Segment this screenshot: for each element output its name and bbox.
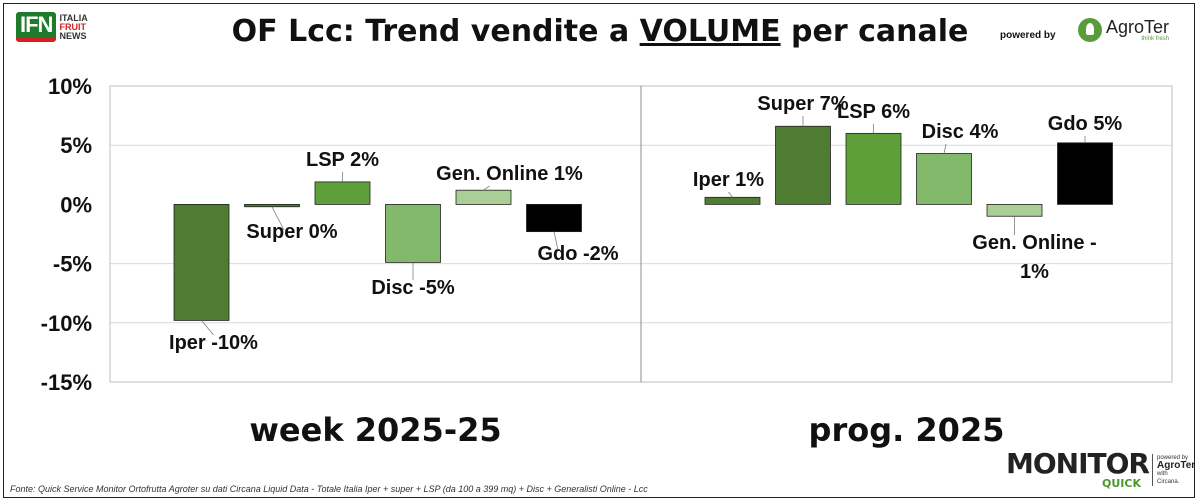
- chart-frame: [3, 3, 1195, 498]
- leader-line: [271, 206, 285, 231]
- data-label: Iper 1%: [693, 169, 764, 191]
- data-label: Iper -10%: [169, 332, 258, 354]
- group-label: week 2025-25: [249, 411, 501, 449]
- y-tick-label: -10%: [41, 311, 92, 336]
- bar: [244, 203, 300, 208]
- group-label: prog. 2025: [809, 411, 1005, 449]
- y-tick-label: 10%: [48, 74, 92, 99]
- y-tick-label: 0%: [60, 192, 92, 217]
- ifn-logo-mark: IFN: [16, 12, 57, 42]
- ifn-tagline-line: FRUIT: [59, 21, 86, 32]
- ifn-tagline-line: ITALIA: [59, 12, 88, 23]
- ifn-tagline-line: NEWS: [59, 30, 87, 41]
- data-label: 1%: [1020, 261, 1049, 283]
- data-label: Gdo -2%: [537, 243, 618, 265]
- chart-title-pre: OF Lcc: Trend vendite a: [231, 14, 640, 49]
- source-footnote: Fonte: Quick Service Monitor Ortofrutta …: [10, 484, 648, 494]
- leader-line: [728, 191, 733, 198]
- agroter-logo: AgroTer think fresh: [1078, 18, 1169, 42]
- bar: [845, 132, 902, 205]
- footer-powered-by: powered by AgroTer with Circana.: [1152, 454, 1195, 486]
- powered-by-label: powered by: [1000, 30, 1056, 41]
- bar: [704, 196, 761, 205]
- y-tick-label: -5%: [53, 252, 92, 277]
- bar: [775, 125, 831, 205]
- data-label: Disc 4%: [922, 121, 999, 143]
- leader-line: [943, 143, 947, 154]
- footer-agroter: AgroTer: [1157, 460, 1196, 471]
- data-label: Gdo 5%: [1048, 113, 1123, 135]
- bar: [986, 203, 1043, 217]
- ifn-tagline: ITALIA FRUIT NEWS: [59, 12, 88, 41]
- data-label: Disc -5%: [371, 277, 455, 299]
- bar: [314, 181, 371, 205]
- data-label: Super 7%: [757, 93, 848, 115]
- bar: [173, 203, 230, 321]
- bar: [526, 203, 582, 233]
- bar: [455, 189, 512, 205]
- leader-line: [553, 231, 559, 251]
- agroter-name: AgroTer: [1106, 17, 1170, 37]
- chart-title-post: per canale: [780, 14, 969, 49]
- monitor-wordmark: MONITOR: [1006, 447, 1150, 480]
- footer-powered-label: powered by: [1157, 455, 1189, 461]
- bar: [1057, 142, 1113, 205]
- data-label: LSP 6%: [837, 101, 910, 123]
- data-label: Gen. Online 1%: [436, 163, 583, 185]
- bar: [385, 203, 441, 263]
- data-label: Gen. Online -: [972, 232, 1096, 254]
- data-label: LSP 2%: [306, 149, 379, 171]
- monitor-quick-logo: MONITOR QUICK: [1006, 447, 1150, 490]
- chart-title: OF Lcc: Trend vendite a VOLUME per canal…: [0, 14, 1200, 49]
- quick-wordmark: QUICK: [1102, 477, 1141, 490]
- agroter-leaf-icon: [1078, 18, 1102, 42]
- footer-circana: Circana.: [1157, 479, 1180, 485]
- chart-title-highlight: VOLUME: [639, 14, 781, 49]
- leader-line: [483, 185, 490, 191]
- y-tick-label: 5%: [60, 133, 92, 158]
- data-label: Super 0%: [246, 221, 337, 243]
- leader-line: [201, 320, 214, 336]
- ifn-logo: IFN ITALIA FRUIT NEWS: [16, 12, 88, 42]
- footer-with: with: [1157, 471, 1168, 477]
- bar: [916, 153, 972, 205]
- agroter-tagline: think fresh: [1141, 36, 1170, 42]
- y-tick-label: -15%: [41, 370, 92, 395]
